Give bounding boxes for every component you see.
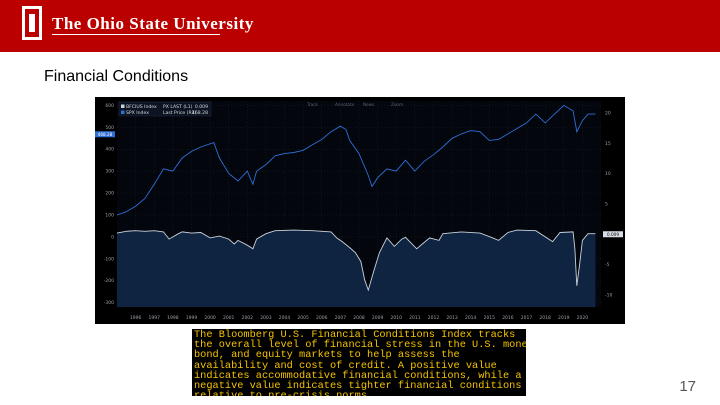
header-banner: The Ohio State University [0,0,720,52]
x-tick-label: 2007 [335,315,347,321]
right-value-marker [603,231,623,238]
index-description-box: The Bloomberg U.S. Financial Conditions … [192,329,526,396]
spx-series-line [116,104,596,216]
legend-box [118,101,212,117]
left-tick-label: -100 [104,256,114,262]
bfcius-area [117,230,596,307]
x-tick-label: 2020 [577,315,589,321]
description-line: relative to pre-crisis norms. [194,391,524,396]
left-tick-label: 0 [111,234,114,240]
x-tick-label: 2014 [465,315,477,321]
x-tick-label: 2013 [446,315,458,321]
index-description: The Bloomberg U.S. Financial Conditions … [192,329,526,396]
chart-toolbar-item: Zoom [391,102,403,107]
legend-swatch [121,110,125,114]
legend-value: 0.009 [195,104,208,110]
x-tick-label: 2004 [279,315,291,321]
x-tick-label: 2009 [372,315,384,321]
left-tick-label: 100 [105,212,114,218]
description-line: indicates accommodative financial condit… [194,369,522,382]
chart-toolbar-item: Track [306,102,319,107]
x-tick-label: 2011 [409,315,421,321]
header-divider [52,34,220,35]
chart-toolbar-item: Annotate [335,102,355,107]
left-tick-label: -300 [104,300,114,306]
right-tick-label: -10 [605,292,612,298]
description-line: availability and cost of credit. A posit… [194,359,497,372]
left-value-marker-label: 468.28 [98,132,113,137]
x-tick-label: 2002 [242,315,254,321]
description-line: the overall level of financial stress in… [194,339,526,352]
page-number: 17 [679,378,696,395]
slide-title: Financial Conditions [44,68,189,85]
legend-ticker: BFCIUS Index [126,104,157,110]
x-tick-label: 2003 [260,315,272,321]
x-tick-label: 2006 [316,315,328,321]
right-tick-label: 15 [605,141,611,147]
left-tick-label: 500 [105,125,114,131]
left-tick-label: 200 [105,191,114,197]
chart-canvas: 1996 1997 1998 1999 2000 2001 2002 2003 2004 2005… [95,97,625,324]
legend-swatch [121,104,125,108]
left-tick-label: 400 [105,147,114,153]
x-tick-label: 1999 [186,315,198,321]
left-tick-label: 300 [105,169,114,175]
chart-toolbar-item: News [363,102,374,107]
x-tick-label: 2015 [484,315,496,321]
right-value-marker-label: 0.009 [607,232,619,237]
legend-label: Last Price (R1) [163,110,197,116]
right-tick-label: 10 [605,171,611,177]
right-tick-label: -5 [605,262,610,268]
x-tick-label: 1996 [130,315,142,321]
x-tick-label: 2010 [391,315,403,321]
legend-value: 468.28 [192,110,208,116]
left-tick-label: 600 [105,103,114,109]
x-tick-label: 2005 [297,315,309,321]
university-name: The Ohio State University [52,14,254,33]
left-tick-label: -200 [104,278,114,284]
x-tick-label: 2012 [428,315,440,321]
left-value-marker [95,131,115,138]
description-line: negative value indicates tighter financi… [194,380,522,393]
x-tick-label: 1998 [167,315,179,321]
x-tick-label: 1997 [149,315,161,321]
block-o-logo [22,6,42,40]
x-tick-label: 2018 [539,315,551,321]
x-tick-label: 2019 [558,315,570,321]
x-tick-label: 2000 [204,315,216,321]
right-tick-label: 20 [605,111,611,117]
legend-label: PX LAST (L1) [163,104,193,110]
x-tick-label: 2016 [502,315,514,321]
description-line: The Bloomberg U.S. Financial Conditions … [194,329,516,341]
x-tick-label: 2001 [223,315,235,321]
bloomberg-chart: 1996 1997 1998 1999 2000 2001 2002 2003 2004 2005… [95,97,625,324]
x-tick-label: 2017 [521,315,533,321]
x-tick-label: 2008 [353,315,365,321]
legend-ticker: SPX Index [126,110,149,116]
bfcius-series-line [116,229,596,292]
right-tick-label: 5 [605,202,608,208]
description-line: bond, and equity markets to help assess … [194,349,460,362]
